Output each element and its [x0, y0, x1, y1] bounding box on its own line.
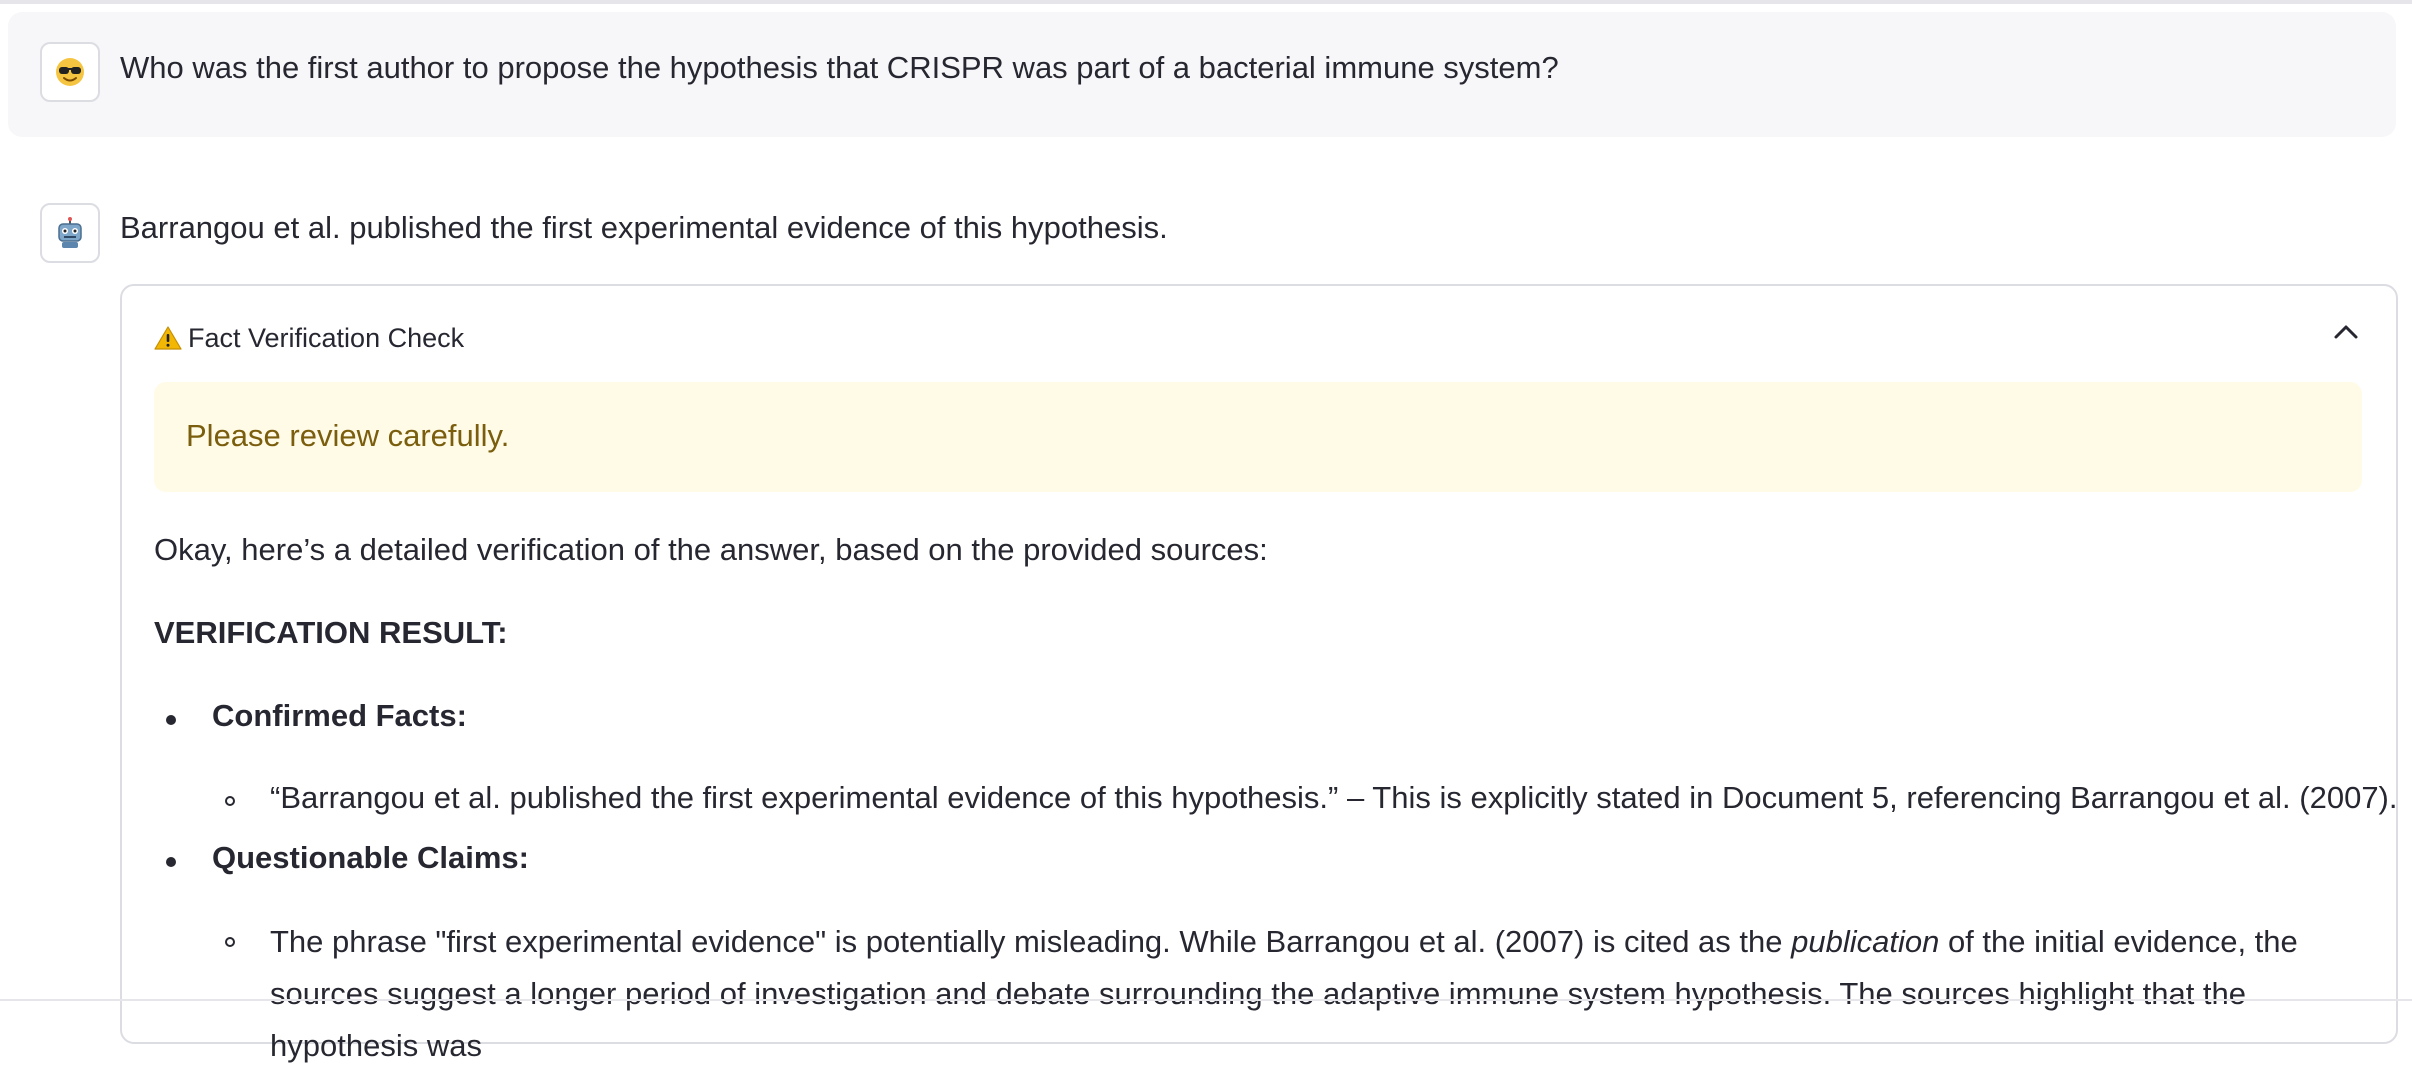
verification-heading: VERIFICATION RESULT:: [154, 615, 508, 650]
warning-alert: Please review carefully.: [154, 382, 2362, 492]
warning-icon: [154, 326, 182, 350]
fact-check-expander: Fact Verification Check Please review ca…: [120, 284, 2398, 1063]
robot-icon: [58, 217, 82, 248]
bullet-marker: [166, 857, 176, 867]
assistant-avatar: [40, 203, 100, 263]
sunglasses-face-icon: [56, 58, 84, 86]
questionable-claims-label: Questionable Claims:: [212, 840, 529, 875]
sub-bullet-marker: [225, 796, 235, 806]
verification-intro: Okay, here’s a detailed verification of …: [154, 532, 1268, 567]
fact-check-header[interactable]: Fact Verification Check: [154, 314, 464, 362]
user-message: Who was the first author to propose the …: [8, 12, 2396, 137]
user-avatar: [40, 42, 100, 102]
chevron-up-icon[interactable]: [2332, 320, 2360, 344]
user-message-text: Who was the first author to propose the …: [120, 50, 1559, 85]
confirmed-fact-item: “Barrangou et al. published the first ex…: [270, 780, 2398, 815]
claim-emphasis: publication: [1791, 924, 1940, 959]
sub-bullet-marker: [225, 937, 235, 947]
fact-check-title: Fact Verification Check: [188, 322, 465, 353]
top-divider: [0, 0, 2412, 4]
bullet-marker: [166, 715, 176, 725]
questionable-claim-item: The phrase "first experimental evidence"…: [270, 916, 2350, 1072]
claim-text-before: The phrase "first experimental evidence"…: [270, 924, 1792, 959]
bottom-divider: [0, 999, 2412, 1001]
confirmed-facts-label: Confirmed Facts:: [212, 698, 467, 733]
alert-text: Please review carefully.: [186, 418, 510, 453]
assistant-message-text: Barrangou et al. published the first exp…: [120, 210, 1168, 245]
